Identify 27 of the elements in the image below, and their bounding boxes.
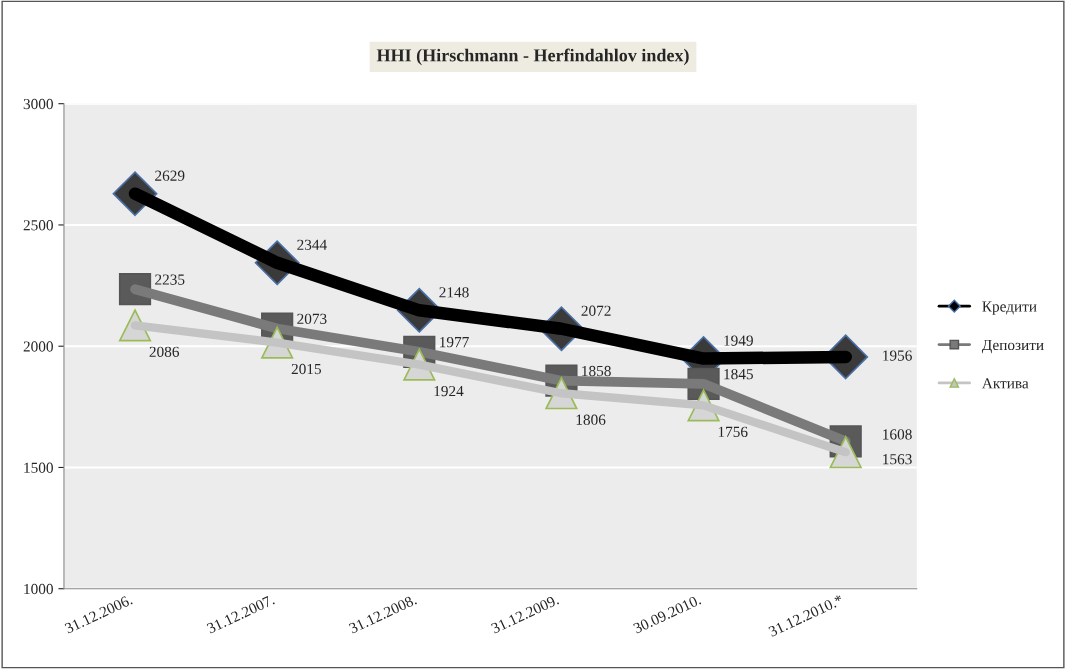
y-tick-label: 1000	[24, 583, 53, 595]
data-label: 2086	[149, 346, 180, 357]
data-label: 2072	[581, 305, 611, 316]
data-label: 1563	[883, 454, 912, 465]
y-tick-label: 2500	[23, 220, 53, 231]
data-label: 1956	[883, 350, 912, 361]
data-label: 1949	[724, 335, 753, 346]
data-label: 1977	[440, 337, 469, 348]
y-tick-label: 1500	[24, 462, 53, 473]
legend-label: Актива	[981, 378, 1029, 389]
chart-title: HHI (Hirschmann - Herfindahlov index)	[376, 48, 689, 66]
data-label: 2148	[439, 287, 469, 298]
y-tick-label: 2000	[23, 341, 53, 352]
data-label: 2629	[155, 170, 185, 181]
data-label: 1845	[724, 368, 753, 380]
data-label: 2235	[155, 274, 185, 285]
data-label: 1806	[576, 414, 606, 425]
data-label: 2344	[297, 239, 327, 250]
y-tick-label: 3000	[23, 98, 53, 110]
data-label: 2073	[297, 313, 327, 324]
data-label: 1608	[883, 429, 912, 440]
data-label: 2015	[291, 363, 322, 375]
legend-label: Кредити	[982, 301, 1037, 315]
legend-label: Депозити	[981, 339, 1044, 354]
data-label: 1858	[582, 365, 611, 377]
data-label: 1924	[434, 385, 464, 397]
data-label: 1756	[718, 426, 748, 437]
